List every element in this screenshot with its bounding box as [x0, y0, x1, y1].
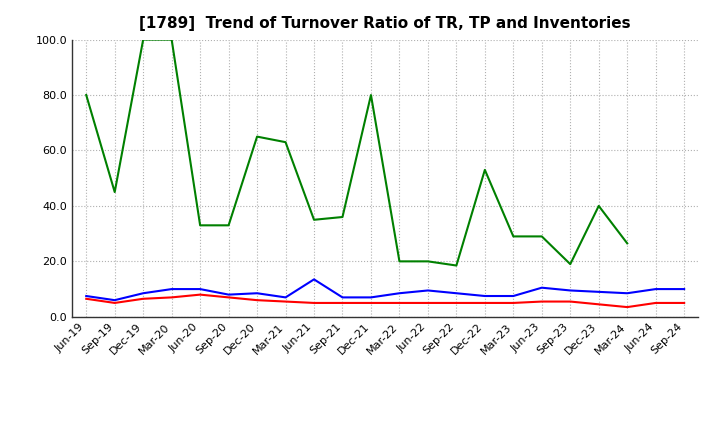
Trade Payables — [680, 286, 688, 292]
Trade Receivables — [196, 292, 204, 297]
Line: Trade Payables: Trade Payables — [86, 279, 684, 300]
Trade Payables — [652, 286, 660, 292]
Inventories — [225, 223, 233, 228]
Inventories — [623, 241, 631, 246]
Trade Receivables — [537, 299, 546, 304]
Inventories — [82, 92, 91, 98]
Inventories — [537, 234, 546, 239]
Inventories — [366, 92, 375, 98]
Trade Payables — [338, 295, 347, 300]
Trade Receivables — [595, 302, 603, 307]
Trade Receivables — [282, 299, 290, 304]
Inventories — [196, 223, 204, 228]
Inventories — [480, 167, 489, 172]
Trade Receivables — [652, 300, 660, 305]
Inventories — [253, 134, 261, 139]
Inventories — [566, 261, 575, 267]
Trade Receivables — [480, 300, 489, 305]
Inventories — [338, 214, 347, 220]
Trade Payables — [139, 290, 148, 296]
Trade Payables — [566, 288, 575, 293]
Trade Receivables — [310, 300, 318, 305]
Trade Receivables — [338, 300, 347, 305]
Trade Payables — [452, 290, 461, 296]
Trade Receivables — [366, 300, 375, 305]
Trade Payables — [366, 295, 375, 300]
Trade Payables — [253, 290, 261, 296]
Inventories — [423, 259, 432, 264]
Inventories — [167, 37, 176, 42]
Inventories — [452, 263, 461, 268]
Trade Payables — [282, 295, 290, 300]
Inventories — [509, 234, 518, 239]
Line: Inventories: Inventories — [86, 40, 627, 265]
Trade Receivables — [395, 300, 404, 305]
Trade Receivables — [680, 300, 688, 305]
Inventories — [139, 37, 148, 42]
Trade Payables — [480, 293, 489, 299]
Trade Payables — [110, 297, 119, 303]
Inventories — [395, 259, 404, 264]
Trade Receivables — [509, 300, 518, 305]
Trade Payables — [196, 286, 204, 292]
Trade Receivables — [423, 300, 432, 305]
Trade Payables — [623, 290, 631, 296]
Inventories — [110, 189, 119, 194]
Trade Payables — [509, 293, 518, 299]
Trade Payables — [423, 288, 432, 293]
Trade Payables — [395, 290, 404, 296]
Trade Payables — [595, 289, 603, 294]
Trade Payables — [310, 277, 318, 282]
Trade Receivables — [253, 297, 261, 303]
Trade Receivables — [82, 296, 91, 301]
Trade Receivables — [452, 300, 461, 305]
Trade Payables — [167, 286, 176, 292]
Trade Payables — [82, 293, 91, 299]
Trade Receivables — [566, 299, 575, 304]
Inventories — [595, 203, 603, 209]
Title: [1789]  Trend of Turnover Ratio of TR, TP and Inventories: [1789] Trend of Turnover Ratio of TR, TP… — [140, 16, 631, 32]
Line: Trade Receivables: Trade Receivables — [86, 295, 684, 307]
Inventories — [310, 217, 318, 222]
Trade Receivables — [623, 304, 631, 310]
Inventories — [282, 139, 290, 145]
Trade Receivables — [167, 295, 176, 300]
Trade Payables — [225, 292, 233, 297]
Trade Payables — [537, 285, 546, 290]
Trade Receivables — [139, 296, 148, 301]
Trade Receivables — [110, 300, 119, 305]
Trade Receivables — [225, 295, 233, 300]
